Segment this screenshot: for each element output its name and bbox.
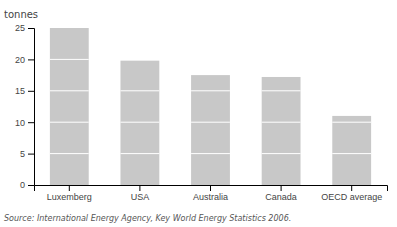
- x-tick-label: USA: [131, 192, 150, 202]
- bar: [191, 75, 230, 185]
- plot: Luxemberg USA Australia Canada OECD average 0…: [15, 23, 388, 202]
- bar-divider: [120, 153, 159, 154]
- bar-divider: [50, 90, 89, 91]
- y-axis: 0 5 10 15 20 25: [15, 23, 35, 190]
- x-tick-mark: [210, 185, 211, 191]
- bars: [50, 28, 371, 185]
- bar-divider: [191, 122, 230, 123]
- y-tick: 10: [15, 118, 34, 128]
- bar-divider: [50, 122, 89, 123]
- chart: Luxemberg USA Australia Canada OECD average 0…: [0, 0, 397, 227]
- x-tick: Canada: [265, 185, 297, 202]
- bar-divider: [332, 122, 371, 123]
- x-tick: Luxemberg: [47, 185, 92, 202]
- y-tick-label: 25: [15, 23, 25, 33]
- y-tick: 25: [15, 23, 34, 33]
- x-tick-mark: [351, 185, 352, 191]
- y-tick-label: 15: [15, 86, 25, 96]
- x-tick-label: OECD average: [321, 192, 382, 202]
- bar: [262, 77, 301, 185]
- y-tick: 5: [20, 149, 34, 159]
- axis-line: [35, 186, 388, 192]
- bar: [332, 116, 371, 185]
- bar: [50, 28, 89, 185]
- x-tick-label: Canada: [265, 192, 297, 202]
- x-tick-mark: [69, 185, 70, 191]
- y-tick: 20: [15, 55, 34, 65]
- y-tick-mark: [28, 28, 34, 29]
- y-tick-label: 0: [20, 180, 25, 190]
- x-axis: Luxemberg USA Australia Canada OECD average: [35, 185, 388, 202]
- y-tick-mark: [28, 185, 34, 186]
- x-tick-mark: [281, 185, 282, 191]
- y-tick-mark: [28, 154, 34, 155]
- x-tick: USA: [131, 185, 150, 202]
- x-tick-label: Luxemberg: [47, 192, 92, 202]
- y-tick: 15: [15, 86, 34, 96]
- x-tick-label: Australia: [193, 192, 228, 202]
- y-tick-mark: [28, 122, 34, 123]
- y-tick: 0: [20, 180, 34, 190]
- bar-divider: [50, 153, 89, 154]
- y-tick-label: 20: [15, 55, 25, 65]
- x-tick-mark: [139, 185, 140, 191]
- bar: [120, 61, 159, 185]
- x-tick: Australia: [193, 185, 228, 202]
- bar-divider: [262, 122, 301, 123]
- y-tick-mark: [28, 91, 34, 92]
- bar-divider: [50, 59, 89, 60]
- x-tick: OECD average: [321, 185, 382, 202]
- bar-divider: [262, 90, 301, 91]
- axis-line: [28, 29, 35, 186]
- y-tick-label: 5: [20, 149, 25, 159]
- bar-divider: [332, 153, 371, 154]
- annotation: Source: International Energy Agency, Key…: [4, 214, 291, 223]
- bar-divider: [120, 122, 159, 123]
- bar-divider: [120, 90, 159, 91]
- y-axis-label: tonnes: [4, 9, 38, 20]
- y-tick-label: 10: [15, 118, 25, 128]
- bar-divider: [191, 153, 230, 154]
- bar-divider: [262, 153, 301, 154]
- bar-divider: [191, 90, 230, 91]
- y-tick-mark: [28, 59, 34, 60]
